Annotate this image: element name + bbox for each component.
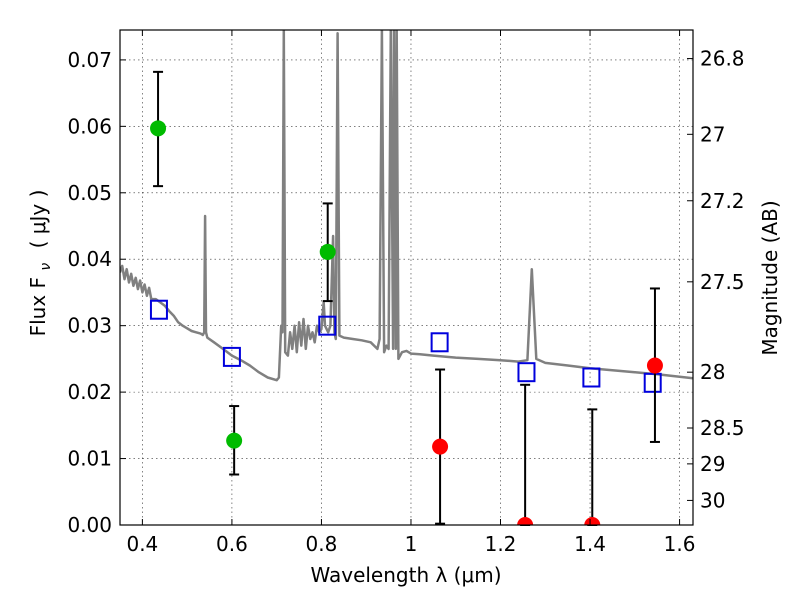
y2-tick-label: 30 bbox=[700, 488, 725, 512]
y-axis-label: Flux F ν ( μJy ) bbox=[26, 190, 55, 337]
y-tick-label: 0.00 bbox=[67, 513, 112, 537]
y2-axis-label: Magnitude (AB) bbox=[758, 200, 782, 355]
x-tick-label: 0.8 bbox=[306, 532, 338, 556]
model-photometry-point bbox=[149, 299, 168, 320]
nondetection-point bbox=[432, 438, 449, 455]
spectrum-line bbox=[120, 30, 693, 382]
x-tick-label: 0.4 bbox=[126, 532, 158, 556]
y2-tick-label: 28.5 bbox=[700, 416, 745, 440]
nondetection-point bbox=[584, 517, 601, 525]
y2-tick-label: 27 bbox=[700, 122, 725, 146]
axis-tick-labels: 0.4 0.6 0.8 1 1.2 1.4 1.6 0.00 0.01 0.02 0.03 0.04 0… bbox=[67, 47, 744, 556]
y2-tick-label: 27.5 bbox=[700, 270, 745, 294]
y-tick-label: 0.07 bbox=[67, 48, 112, 72]
detection-point bbox=[150, 120, 167, 137]
x-tick-label: 0.6 bbox=[216, 532, 248, 556]
x-tick-label: 1.4 bbox=[574, 532, 606, 556]
model-photometry-point bbox=[318, 315, 337, 336]
y-tick-label: 0.02 bbox=[67, 380, 112, 404]
nondetection-point bbox=[517, 517, 534, 525]
detection-point bbox=[319, 243, 336, 260]
error-bars bbox=[153, 70, 660, 526]
x-tick-label: 1.6 bbox=[664, 532, 696, 556]
detection-point bbox=[226, 432, 243, 449]
y-tick-label: 0.04 bbox=[67, 247, 112, 271]
model-spectrum bbox=[120, 30, 693, 382]
model-photometry-point bbox=[222, 346, 241, 367]
model-photometry-point bbox=[430, 332, 449, 353]
axis-ticks bbox=[120, 30, 693, 526]
x-tick-label: 1.2 bbox=[485, 532, 517, 556]
nondetection-point bbox=[646, 357, 663, 374]
y2-tick-label: 27.2 bbox=[700, 189, 745, 213]
model-photometry-point bbox=[517, 362, 536, 383]
model-photometry-point bbox=[582, 367, 601, 388]
y-axis-label-main: Flux F bbox=[26, 277, 50, 336]
y-tick-label: 0.05 bbox=[67, 181, 112, 205]
y2-tick-label: 29 bbox=[700, 452, 725, 476]
model-photometry-point bbox=[643, 372, 662, 393]
y2-tick-label: 28 bbox=[700, 360, 725, 384]
y-axis-label-units: ( μJy ) bbox=[26, 190, 50, 249]
x-tick-label: 1 bbox=[405, 532, 418, 556]
y-tick-label: 0.01 bbox=[67, 447, 112, 471]
x-axis-label: Wavelength λ (μm) bbox=[310, 563, 501, 587]
model-photometry-series bbox=[149, 299, 662, 393]
y2-tick-label: 26.8 bbox=[700, 47, 745, 71]
y-axis-label-subscript: ν bbox=[38, 263, 54, 271]
y-tick-label: 0.03 bbox=[67, 314, 112, 338]
y-tick-label: 0.06 bbox=[67, 114, 112, 138]
observed-photometry-series bbox=[150, 120, 663, 525]
plot-frame bbox=[119, 29, 694, 526]
